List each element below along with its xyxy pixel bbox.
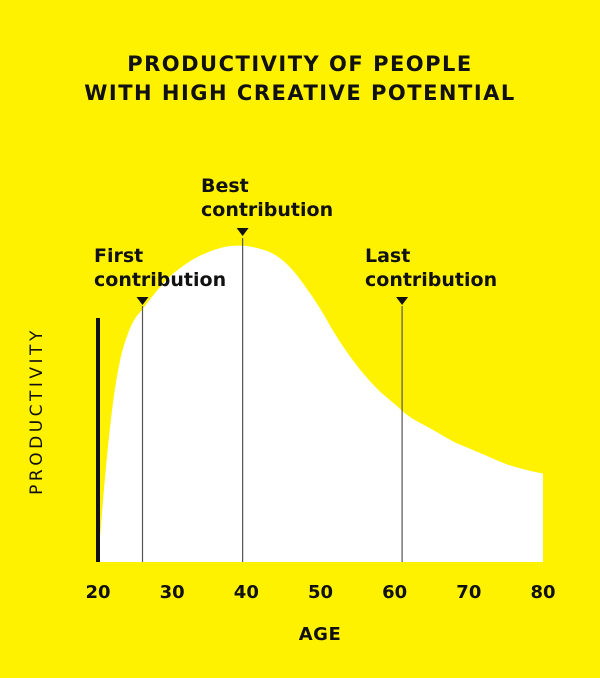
annotation-label: contribution bbox=[201, 199, 333, 221]
x-tick-label: 60 bbox=[382, 582, 407, 603]
x-tick-label: 40 bbox=[234, 582, 259, 603]
annotation-arrow-icon bbox=[396, 297, 409, 305]
annotation-label: contribution bbox=[94, 269, 226, 291]
y-axis-label: PRODUCTIVITY bbox=[27, 327, 47, 495]
productivity-area bbox=[98, 245, 543, 563]
annotation-arrow-icon bbox=[136, 297, 149, 305]
annotation-label: contribution bbox=[365, 269, 497, 291]
x-tick-label: 50 bbox=[308, 582, 333, 603]
x-tick-label: 80 bbox=[530, 582, 555, 603]
x-tick-label: 30 bbox=[160, 582, 185, 603]
x-tick-label: 70 bbox=[456, 582, 481, 603]
x-axis-label: AGE bbox=[299, 624, 342, 645]
chart-title-line-1: PRODUCTIVITY OF PEOPLE bbox=[127, 52, 473, 76]
x-tick-label: 20 bbox=[85, 582, 110, 603]
annotation-arrow-icon bbox=[236, 228, 249, 236]
annotation-label: Best bbox=[201, 175, 249, 197]
annotation-label: First bbox=[94, 245, 143, 267]
chart-title-line-2: WITH HIGH CREATIVE POTENTIAL bbox=[84, 81, 516, 105]
annotation-label: Last bbox=[365, 245, 410, 267]
